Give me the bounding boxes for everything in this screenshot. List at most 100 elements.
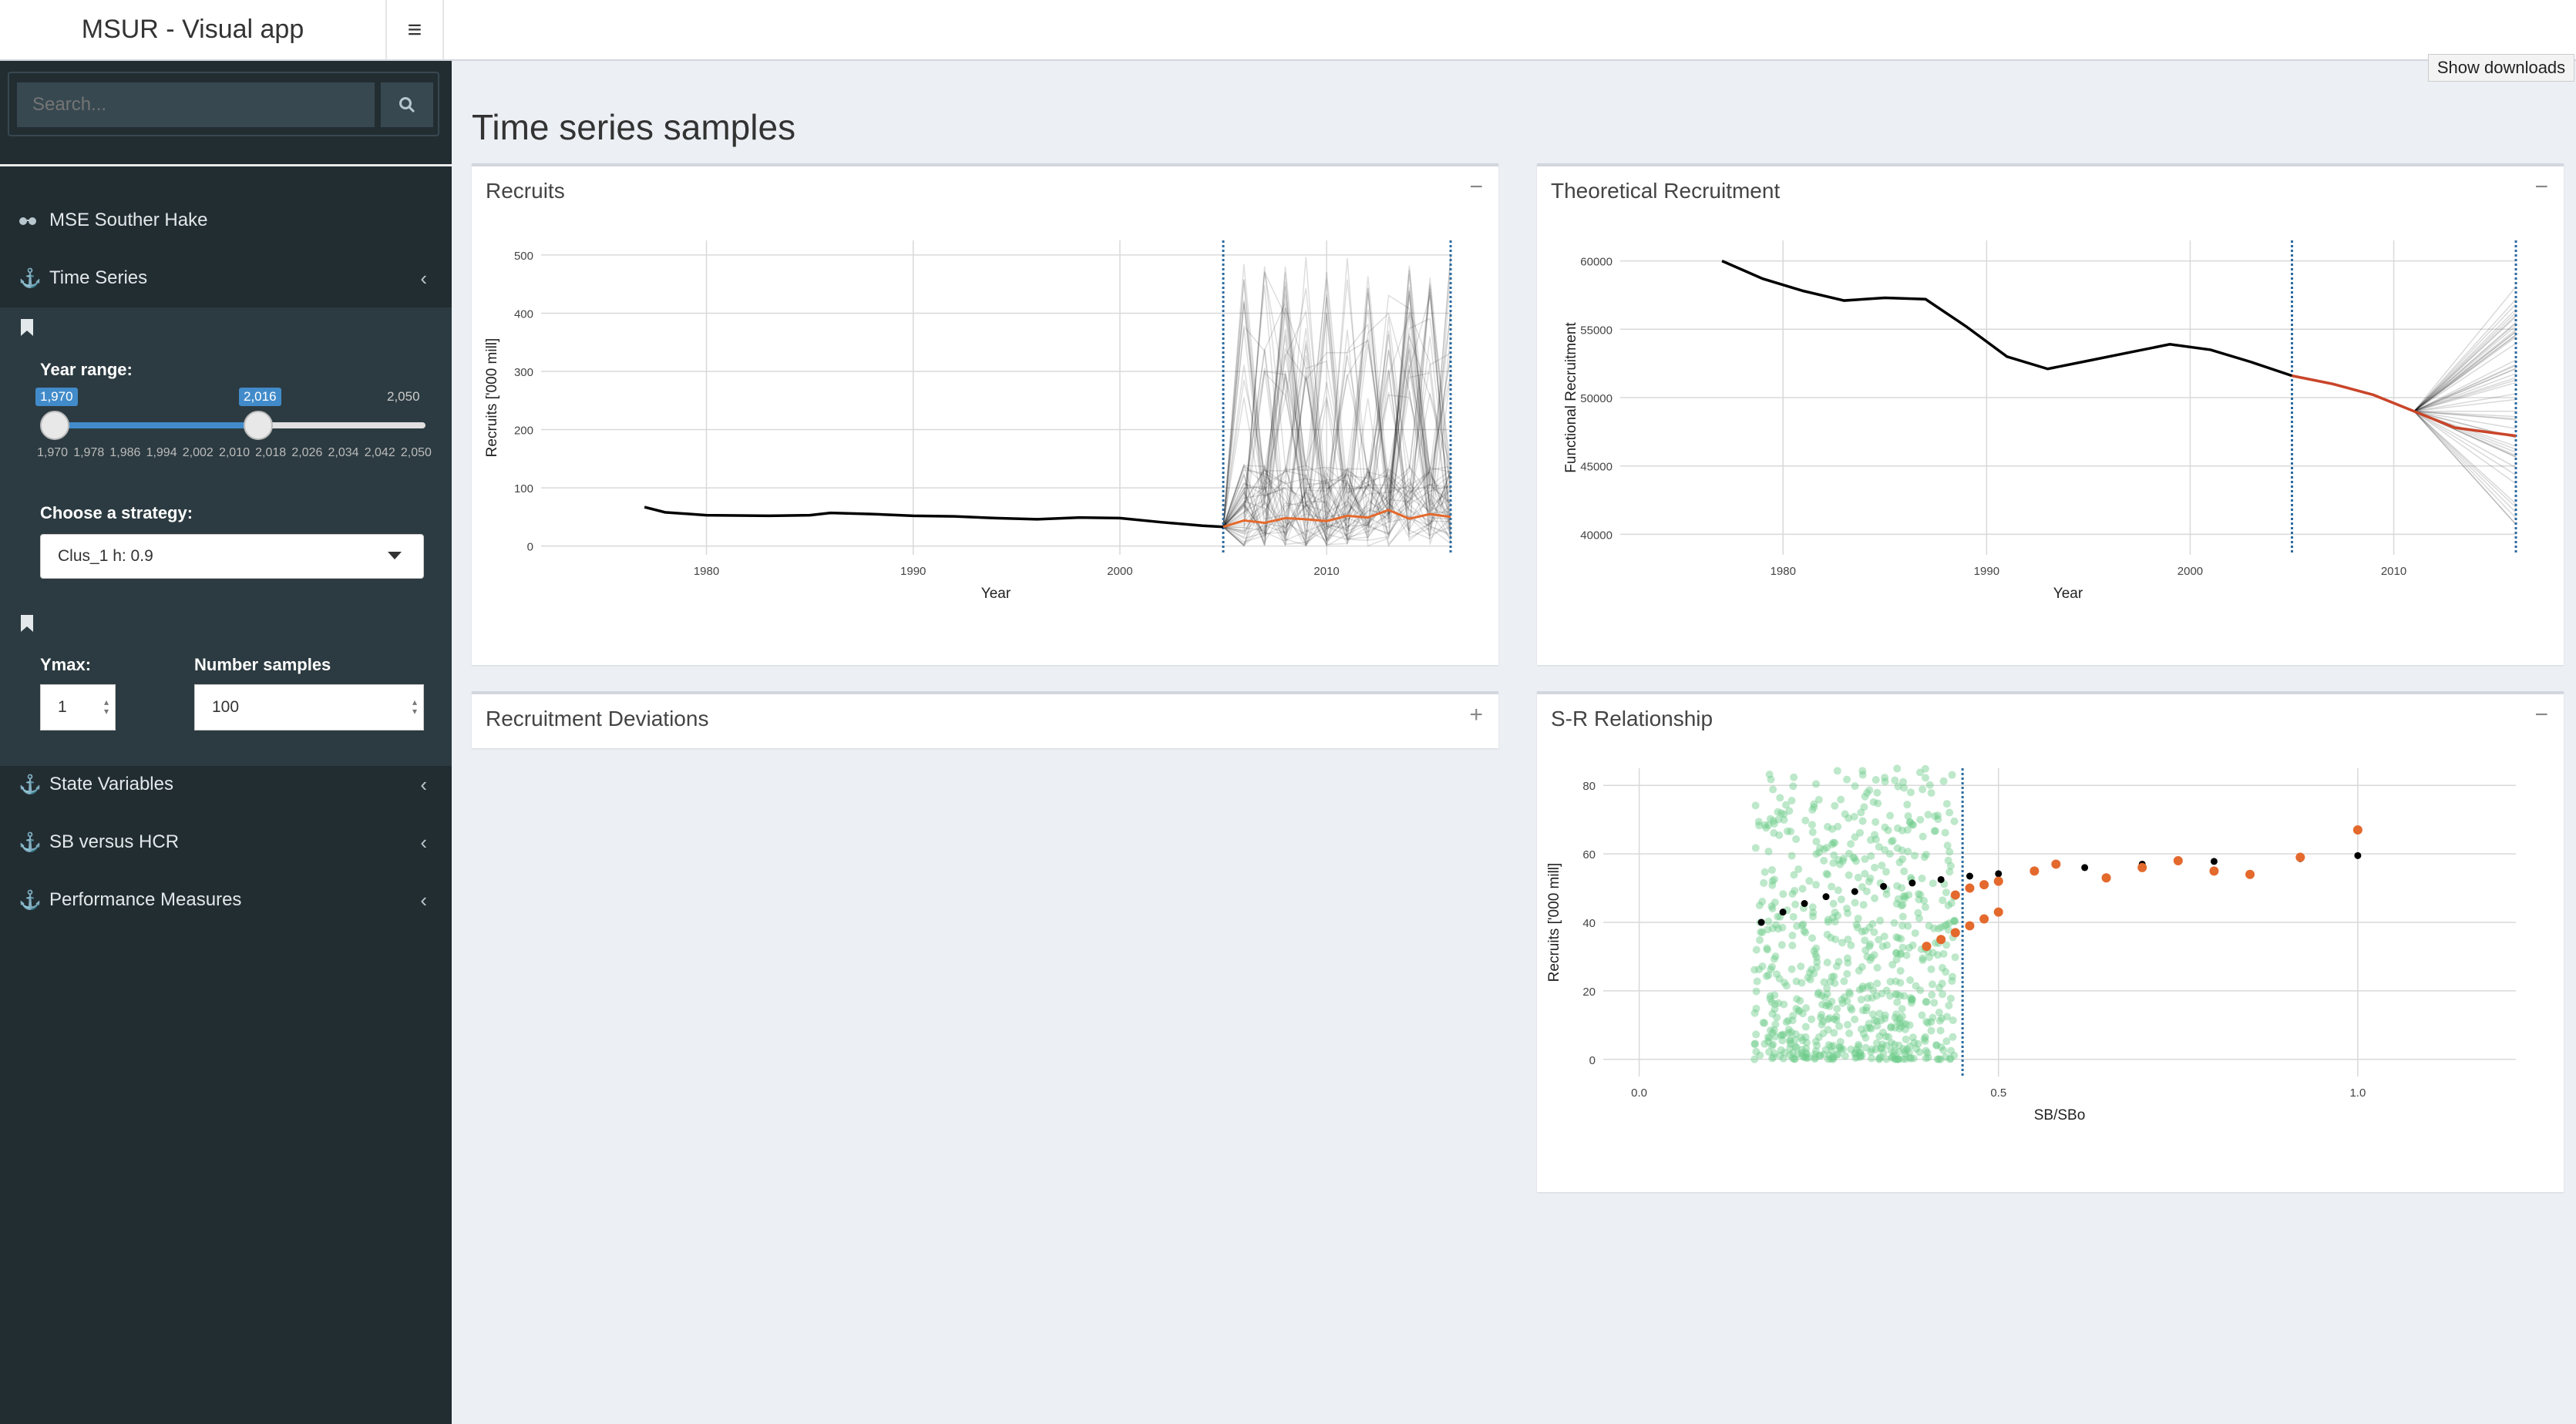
sample-point [1838, 939, 1846, 947]
glasses-icon [18, 210, 49, 231]
sample-point [1783, 827, 1791, 835]
sample-point [1922, 774, 1930, 782]
sidebar-item-mse-souther-hake[interactable]: MSE Souther Hake [0, 192, 452, 249]
sidebar-item-sb-versus-hcr[interactable]: ⚓ SB versus HCR ‹ [0, 814, 452, 871]
sample-point [1776, 1052, 1784, 1060]
sample-point [1768, 866, 1777, 875]
sample-point [1798, 1009, 1807, 1018]
sample-point [1837, 1045, 1845, 1053]
sample-point [1752, 1047, 1760, 1056]
sample-point [1756, 1051, 1764, 1060]
sample-point [1774, 815, 1783, 824]
sample-point [1914, 1039, 1922, 1048]
sample-point [1794, 1050, 1802, 1058]
sample-point [1868, 1010, 1877, 1019]
number-samples-input[interactable]: 100 ▴ ▾ [194, 684, 424, 730]
sample-line [2413, 334, 2517, 412]
hamburger-icon: ≡ [407, 15, 422, 43]
sample-point [1851, 833, 1859, 841]
sample-point [1898, 1005, 1906, 1013]
sample-point [1882, 986, 1891, 995]
sample-point [1861, 855, 1869, 863]
sample-point [1803, 1050, 1811, 1059]
sample-line [2413, 304, 2517, 412]
sample-point [1802, 1039, 1811, 1047]
collapse-button[interactable]: − [2534, 174, 2548, 200]
search-button[interactable] [381, 82, 433, 127]
sample-point [1922, 851, 1930, 859]
sample-point [1790, 773, 1798, 781]
theoretical-recruitment-chart: 40000 45000 50000 55000 60000 1980 1990 2000 201… [1563, 240, 2517, 602]
sample-point [1797, 962, 1805, 971]
sample-point [1947, 1046, 1956, 1055]
strategy-select[interactable]: Clus_1 h: 0.9 [40, 534, 424, 579]
recruits-box: Recruits − 0 100 200 300 400 500 1980 1990 2000 2… [472, 163, 1498, 665]
sample-line [2413, 368, 2517, 412]
spinner-icon[interactable]: ▴ ▾ [103, 697, 109, 717]
sample-point [1800, 1053, 1808, 1062]
ymax-input[interactable]: 1 ▴ ▾ [40, 684, 116, 730]
sample-line [2413, 316, 2517, 412]
sample-point [1764, 971, 1773, 979]
sample-line [2413, 411, 2517, 519]
sample-point [1840, 977, 1848, 986]
sample-point [1791, 1043, 1799, 1051]
sample-point [1865, 878, 1873, 886]
sample-point [1808, 934, 1817, 942]
sample-point [1785, 807, 1794, 815]
sample-point [1887, 838, 1895, 846]
sidebar-toggle-button[interactable]: ≡ [385, 0, 444, 59]
sample-point [1875, 843, 1883, 851]
sample-point [1942, 800, 1951, 808]
sample-point [1838, 996, 1846, 1004]
y-tick-label: 55000 [1580, 324, 1613, 337]
sidebar-item-performance-measures[interactable]: ⚓ Performance Measures ‹ [0, 872, 452, 929]
sample-point [1834, 855, 1843, 864]
sample-point [1895, 1047, 1903, 1056]
sample-point [1902, 1035, 1910, 1043]
sample-line [2413, 329, 2517, 412]
sample-point [1830, 1015, 1838, 1023]
sample-point [1835, 1022, 1844, 1030]
sample-point [1916, 768, 1925, 777]
sample-point [1818, 991, 1826, 999]
sample-line [1222, 287, 1451, 537]
sample-point [1836, 1038, 1845, 1046]
sample-point [1857, 1025, 1865, 1033]
slider-from-handle[interactable] [40, 411, 69, 440]
sample-point [1906, 788, 1915, 797]
sample-line [1222, 269, 1451, 528]
sample-point [1819, 1017, 1828, 1026]
sample-point [1757, 928, 1765, 936]
slider-to-handle[interactable] [244, 411, 273, 440]
sample-line [1222, 465, 1451, 542]
sample-point [1850, 854, 1858, 862]
sample-line [1222, 297, 1451, 534]
sample-point [1763, 944, 1771, 952]
sample-point [1863, 1024, 1871, 1033]
slider-tick: 2,042 [364, 446, 395, 459]
sample-line [1222, 270, 1451, 540]
spinner-icon[interactable]: ▴ ▾ [412, 697, 417, 717]
sample-point [1892, 949, 1901, 957]
sidebar-item-label: Time Series [49, 267, 148, 288]
sidebar-item-state-variables[interactable]: ⚓ State Variables ‹ [0, 756, 452, 813]
sample-point [1934, 815, 1942, 824]
sample-line [2413, 359, 2517, 412]
sample-point [1905, 1049, 1913, 1057]
sample-point [1858, 771, 1867, 779]
slider-max-label: 2,050 [387, 389, 420, 404]
sample-point [1774, 999, 1783, 1007]
sample-point [1804, 1053, 1813, 1062]
sample-point [1764, 1033, 1772, 1041]
sample-point [1750, 1040, 1759, 1049]
sample-line [1222, 286, 1451, 541]
expand-button[interactable]: + [1469, 702, 1483, 727]
sample-point [1940, 922, 1949, 930]
sidebar-item-time-series[interactable]: ⚓ Time Series ‹ [0, 250, 452, 307]
search-input[interactable] [17, 82, 375, 127]
sample-point [1938, 979, 1946, 988]
collapse-button[interactable]: − [2534, 702, 2548, 727]
show-downloads-button[interactable]: Show downloads [2428, 54, 2574, 82]
collapse-button[interactable]: − [1469, 174, 1483, 200]
